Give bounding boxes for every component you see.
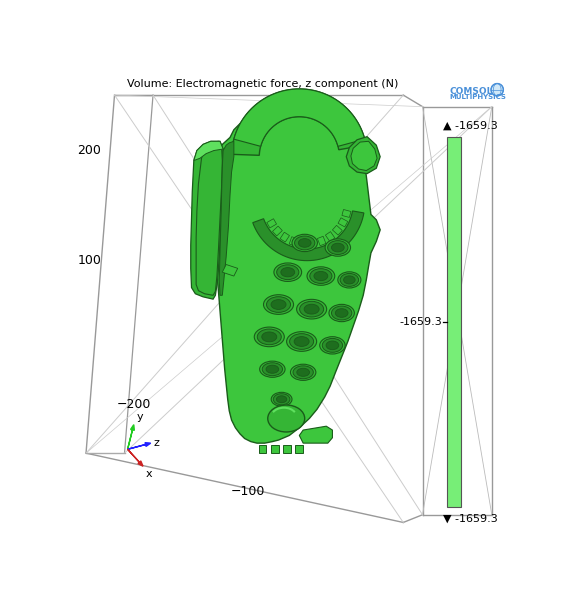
Polygon shape [253, 211, 364, 260]
Polygon shape [191, 141, 223, 299]
Ellipse shape [260, 361, 285, 377]
Polygon shape [299, 239, 306, 248]
Ellipse shape [344, 276, 355, 284]
Ellipse shape [320, 337, 345, 354]
FancyArrow shape [127, 425, 134, 449]
Polygon shape [342, 209, 351, 217]
Ellipse shape [297, 368, 310, 376]
Polygon shape [267, 219, 277, 228]
Polygon shape [283, 445, 291, 453]
Ellipse shape [290, 334, 314, 349]
Polygon shape [222, 265, 238, 276]
Ellipse shape [262, 332, 277, 342]
FancyArrow shape [127, 449, 143, 466]
Ellipse shape [326, 341, 339, 350]
Polygon shape [346, 137, 380, 173]
FancyArrow shape [127, 443, 151, 449]
Ellipse shape [322, 338, 342, 352]
Text: y: y [137, 412, 143, 422]
Ellipse shape [314, 271, 328, 281]
Ellipse shape [271, 392, 292, 406]
Ellipse shape [304, 304, 319, 314]
Polygon shape [289, 237, 298, 246]
Polygon shape [351, 141, 377, 170]
Ellipse shape [298, 239, 311, 247]
Ellipse shape [273, 394, 290, 405]
Text: -1659.3: -1659.3 [399, 317, 442, 327]
Ellipse shape [310, 269, 332, 283]
Ellipse shape [307, 267, 335, 285]
Polygon shape [338, 218, 348, 227]
Text: 100: 100 [78, 254, 101, 267]
Ellipse shape [276, 396, 287, 403]
Text: x: x [145, 469, 152, 479]
Polygon shape [213, 110, 380, 443]
Polygon shape [259, 445, 266, 453]
Polygon shape [271, 445, 278, 453]
Bar [447, 137, 461, 507]
Polygon shape [299, 426, 332, 443]
Polygon shape [318, 236, 326, 245]
Ellipse shape [286, 332, 316, 352]
Polygon shape [309, 239, 316, 248]
Ellipse shape [325, 239, 350, 256]
Text: −200: −200 [117, 398, 151, 411]
Ellipse shape [329, 304, 354, 322]
Ellipse shape [328, 241, 348, 254]
Polygon shape [196, 141, 222, 295]
Ellipse shape [266, 365, 278, 373]
Polygon shape [234, 89, 365, 146]
Ellipse shape [293, 366, 314, 379]
Text: 200: 200 [78, 144, 101, 157]
Circle shape [491, 83, 503, 96]
Ellipse shape [281, 268, 295, 277]
Ellipse shape [290, 364, 316, 380]
Polygon shape [231, 89, 366, 155]
Text: COMSOL: COMSOL [449, 88, 493, 97]
Ellipse shape [262, 363, 282, 376]
Text: ▲ -1659.3: ▲ -1659.3 [443, 121, 498, 131]
Ellipse shape [277, 265, 299, 280]
Polygon shape [272, 226, 282, 236]
Ellipse shape [294, 236, 315, 250]
Ellipse shape [264, 295, 294, 314]
Polygon shape [194, 141, 223, 161]
Ellipse shape [335, 308, 348, 317]
Ellipse shape [271, 299, 286, 310]
Polygon shape [280, 232, 289, 242]
Ellipse shape [332, 243, 344, 252]
Ellipse shape [267, 296, 290, 313]
Ellipse shape [268, 405, 305, 432]
Ellipse shape [294, 337, 309, 346]
Text: z: z [154, 438, 160, 448]
Polygon shape [325, 232, 335, 241]
Ellipse shape [254, 327, 284, 347]
Polygon shape [332, 226, 342, 235]
Text: ▼ -1659.3: ▼ -1659.3 [443, 514, 498, 524]
Text: Volume: Electromagnetic force, z component (N): Volume: Electromagnetic force, z compone… [127, 79, 399, 89]
Polygon shape [295, 445, 303, 453]
Ellipse shape [274, 263, 302, 281]
Text: MULTIPHYSICS: MULTIPHYSICS [449, 94, 507, 100]
Ellipse shape [338, 272, 361, 288]
Ellipse shape [299, 301, 324, 317]
Polygon shape [219, 141, 234, 295]
Ellipse shape [332, 306, 352, 320]
Ellipse shape [292, 234, 318, 251]
Ellipse shape [258, 329, 281, 345]
Ellipse shape [340, 274, 359, 286]
Text: −100: −100 [230, 485, 265, 498]
Ellipse shape [297, 299, 327, 319]
